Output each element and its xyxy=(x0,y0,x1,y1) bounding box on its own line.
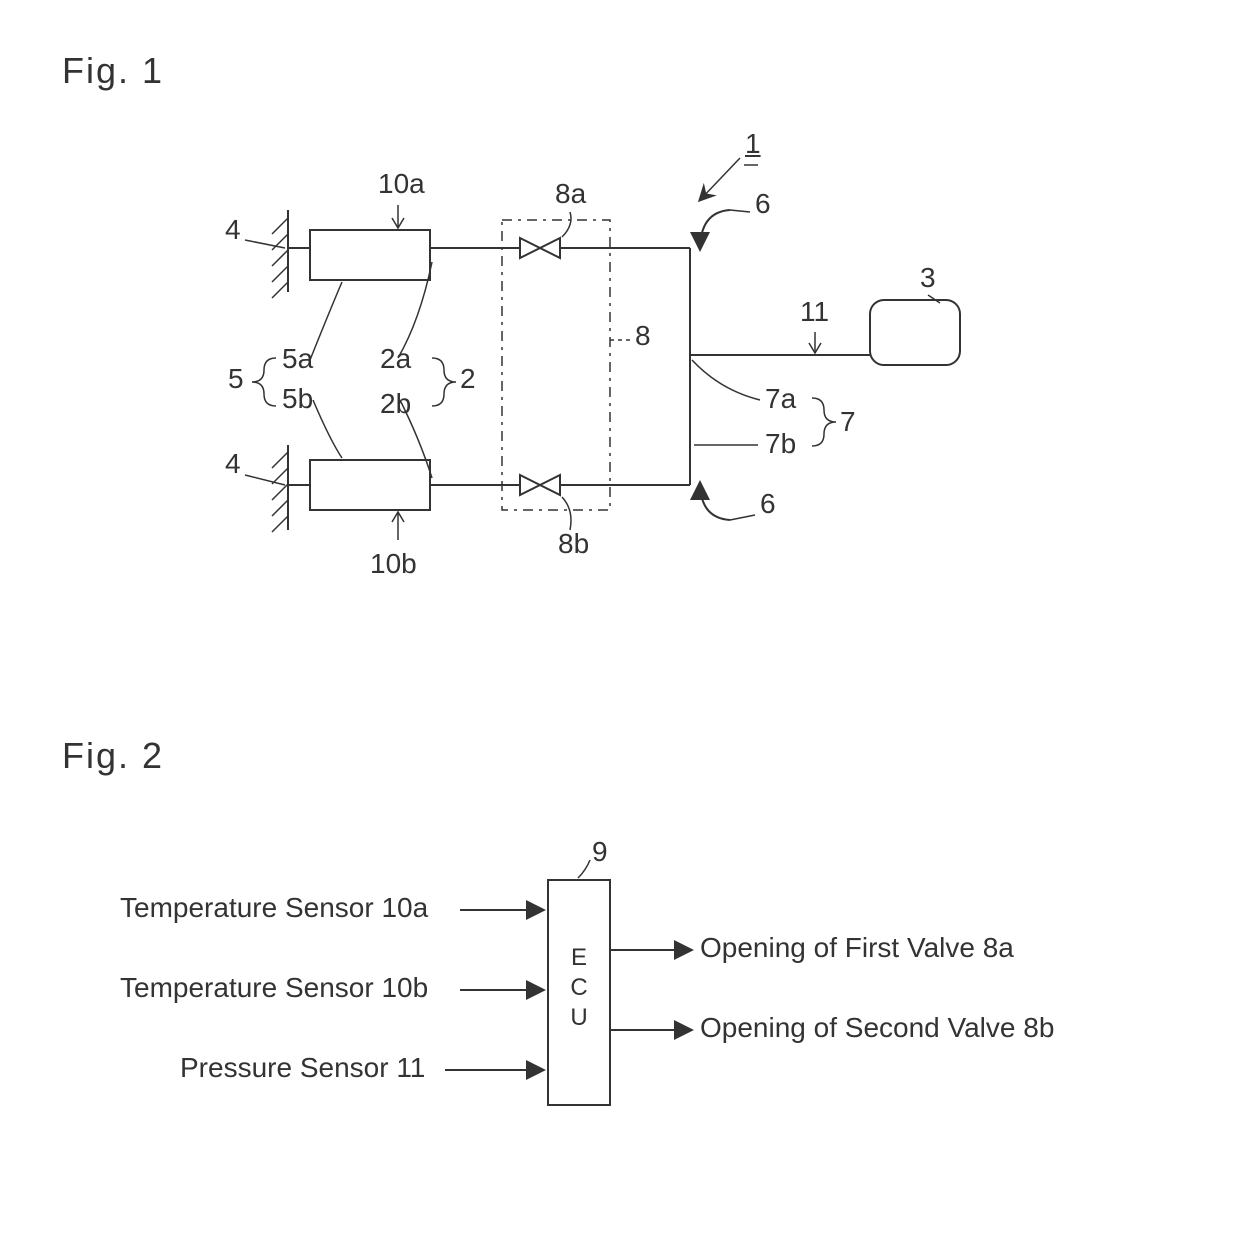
ecu-letter-c: C xyxy=(570,974,587,1001)
input-temp-10b: Temperature Sensor 10b xyxy=(120,972,428,1004)
input-temp-10a: Temperature Sensor 10a xyxy=(120,892,428,924)
ecu-letter-u: U xyxy=(570,1004,587,1031)
ref-9: 9 xyxy=(592,836,608,868)
page: Fig. 1 xyxy=(0,0,1240,1247)
input-pressure-11: Pressure Sensor 11 xyxy=(180,1052,425,1084)
ecu-letter-e: E xyxy=(571,944,587,971)
output-valve-8a: Opening of First Valve 8a xyxy=(700,932,1014,964)
output-valve-8b: Opening of Second Valve 8b xyxy=(700,1012,1054,1044)
